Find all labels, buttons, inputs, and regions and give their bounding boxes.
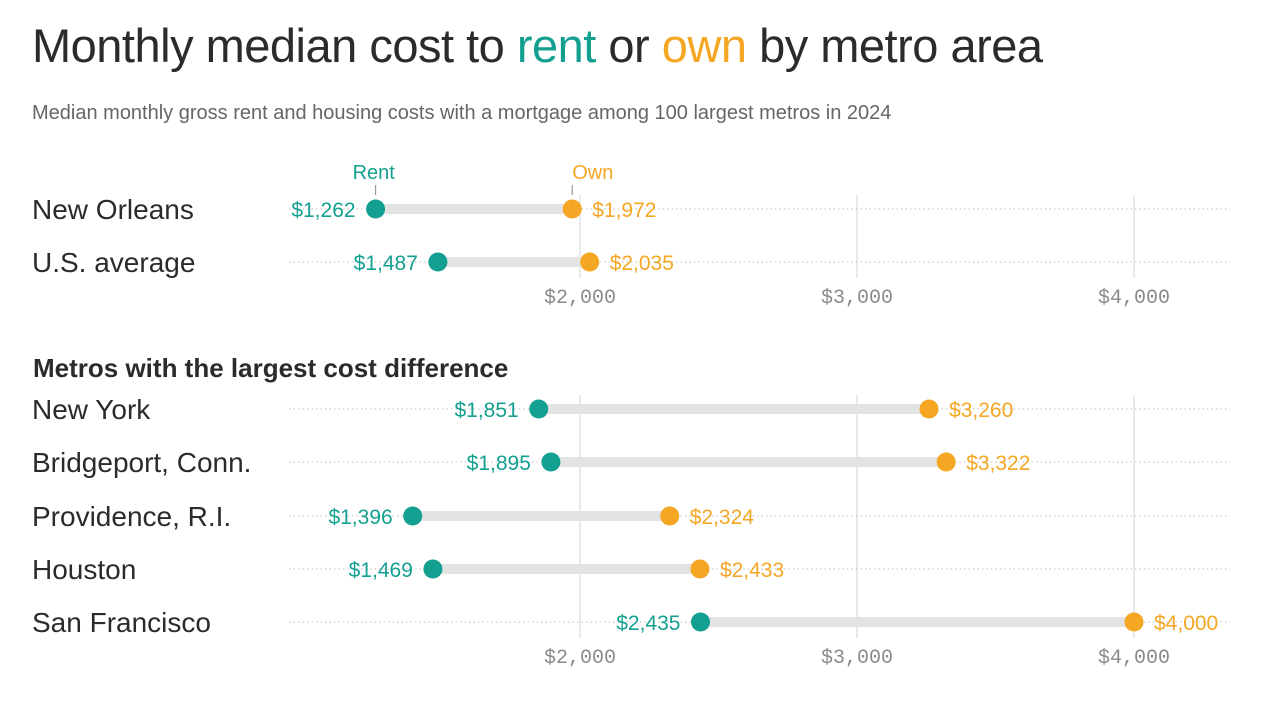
rent-value-label: $1,469 [349,559,413,582]
own-dot [660,506,680,526]
own-value-label: $3,322 [966,452,1030,475]
title-own-word: own [661,19,747,72]
rent-value-label: $2,435 [616,612,680,635]
own-dot [562,199,582,219]
rent-value-label: $1,262 [291,199,355,222]
rent-dot [423,559,443,579]
rent-value-label: $1,487 [354,252,418,275]
own-value-label: $4,000 [1154,612,1218,635]
own-dot [690,559,710,579]
own-value-label: $3,260 [949,399,1013,422]
title-prefix: Monthly median cost to [32,19,517,72]
title-rent-word: rent [516,19,597,72]
x-tick-label: $2,000 [544,287,616,310]
x-tick-label: $3,000 [821,647,893,670]
own-dot [580,252,600,272]
own-value-label: $2,433 [720,559,784,582]
rent-dot [690,612,710,632]
rent-value-label: $1,895 [467,452,531,475]
rent-dot [403,506,423,526]
rent-dot [366,199,386,219]
x-tick-label: $4,000 [1098,647,1170,670]
rent-value-label: $1,851 [454,399,518,422]
legend-own-label: Own [572,162,613,184]
rent-dot [428,252,448,272]
title-suffix: by metro area [746,19,1043,72]
row-label: U.S. average [32,247,195,278]
own-value-label: $2,324 [690,506,755,529]
x-tick-label: $4,000 [1098,287,1170,310]
own-dot [936,452,956,472]
row-label: San Francisco [32,607,211,638]
chart-subtitle: Median monthly gross rent and housing co… [32,102,892,124]
own-value-label: $1,972 [592,199,656,222]
x-tick-label: $3,000 [821,287,893,310]
own-dot [1124,612,1144,632]
chart-title: Monthly median cost to rent or own by me… [32,18,1043,73]
row-label: New Orleans [32,194,194,225]
title-middle: or [595,19,662,72]
own-value-label: $2,035 [610,252,674,275]
row-label: Houston [32,554,136,585]
row-label: New York [32,394,151,425]
section-heading: Metros with the largest cost difference [33,353,508,383]
x-tick-label: $2,000 [544,647,616,670]
rent-dot [529,399,549,419]
legend-rent-label: Rent [353,162,396,184]
rent-value-label: $1,396 [328,506,392,529]
rent-dot [541,452,561,472]
row-label: Bridgeport, Conn. [32,447,251,478]
own-dot [919,399,939,419]
row-label: Providence, R.I. [32,501,231,532]
